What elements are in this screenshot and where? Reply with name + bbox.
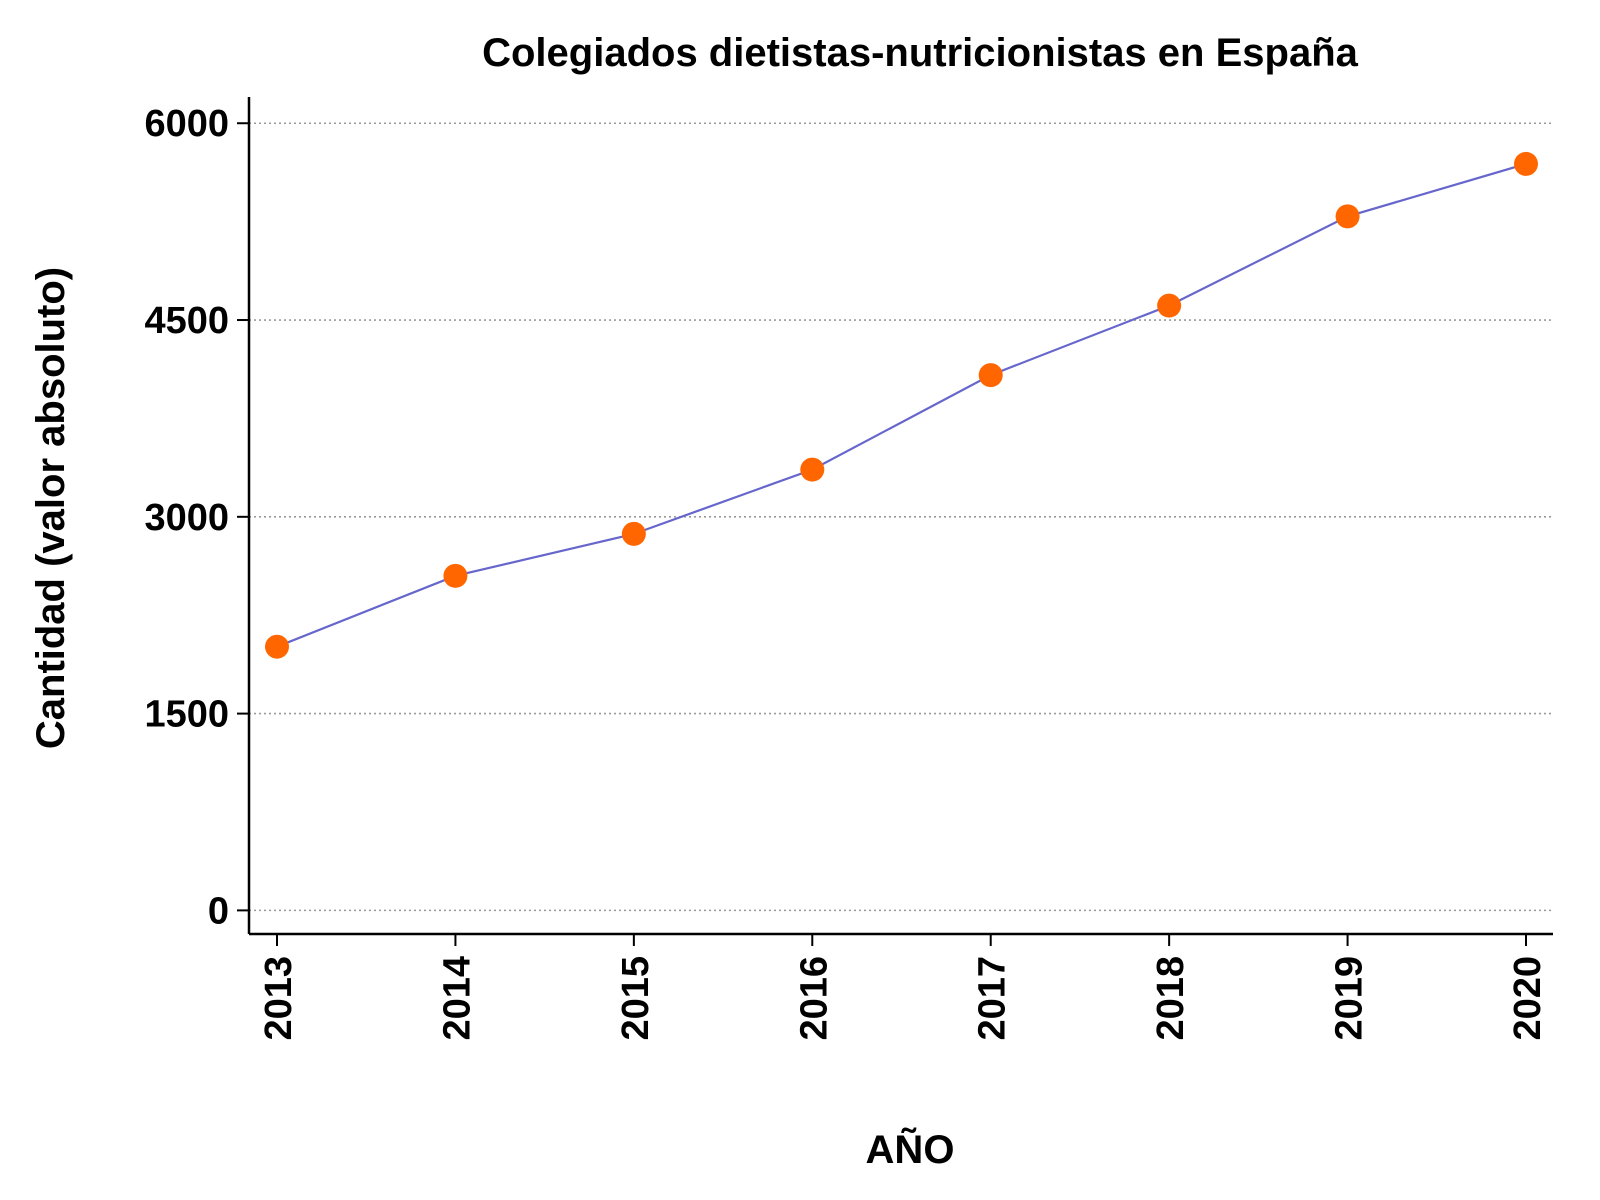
x-tick-label: 2020 bbox=[1507, 956, 1549, 1041]
data-point bbox=[800, 457, 825, 482]
y-tick-labels: 0 1500 3000 4500 6000 bbox=[144, 103, 229, 932]
x-tick-label: 2013 bbox=[258, 956, 300, 1041]
data-point bbox=[443, 563, 468, 588]
series-line bbox=[276, 162, 1527, 648]
series bbox=[265, 151, 1538, 659]
x-tick-label: 2017 bbox=[972, 956, 1014, 1041]
x-tick-label: 2018 bbox=[1150, 956, 1192, 1041]
grid-lines bbox=[249, 122, 1553, 912]
x-tick-label: 2016 bbox=[793, 956, 835, 1041]
axes bbox=[237, 97, 1553, 946]
x-tick-label: 2015 bbox=[615, 956, 657, 1041]
data-point bbox=[1514, 151, 1538, 176]
y-tick-label: 1500 bbox=[144, 694, 229, 736]
x-axis-label: AÑO bbox=[866, 1126, 955, 1172]
y-tick-label: 0 bbox=[208, 890, 229, 932]
y-tick-label: 3000 bbox=[144, 497, 229, 539]
data-point bbox=[978, 363, 1003, 388]
data-point bbox=[265, 634, 289, 659]
data-point bbox=[1157, 293, 1182, 318]
chart-title: Colegiados dietistas-nutricionistas en E… bbox=[482, 31, 1359, 75]
data-point bbox=[621, 521, 646, 546]
x-tick-label: 2014 bbox=[436, 956, 478, 1041]
y-tick-label: 4500 bbox=[144, 300, 229, 342]
data-point bbox=[1335, 204, 1360, 229]
y-axis-label: Cantidad (valor absoluto) bbox=[29, 267, 73, 749]
x-tick-labels: 2013 2014 2015 2016 2017 2018 2019 2020 bbox=[258, 956, 1549, 1041]
x-tick-label: 2019 bbox=[1329, 956, 1371, 1041]
series-group bbox=[265, 151, 1538, 659]
y-tick-label: 6000 bbox=[144, 103, 229, 145]
